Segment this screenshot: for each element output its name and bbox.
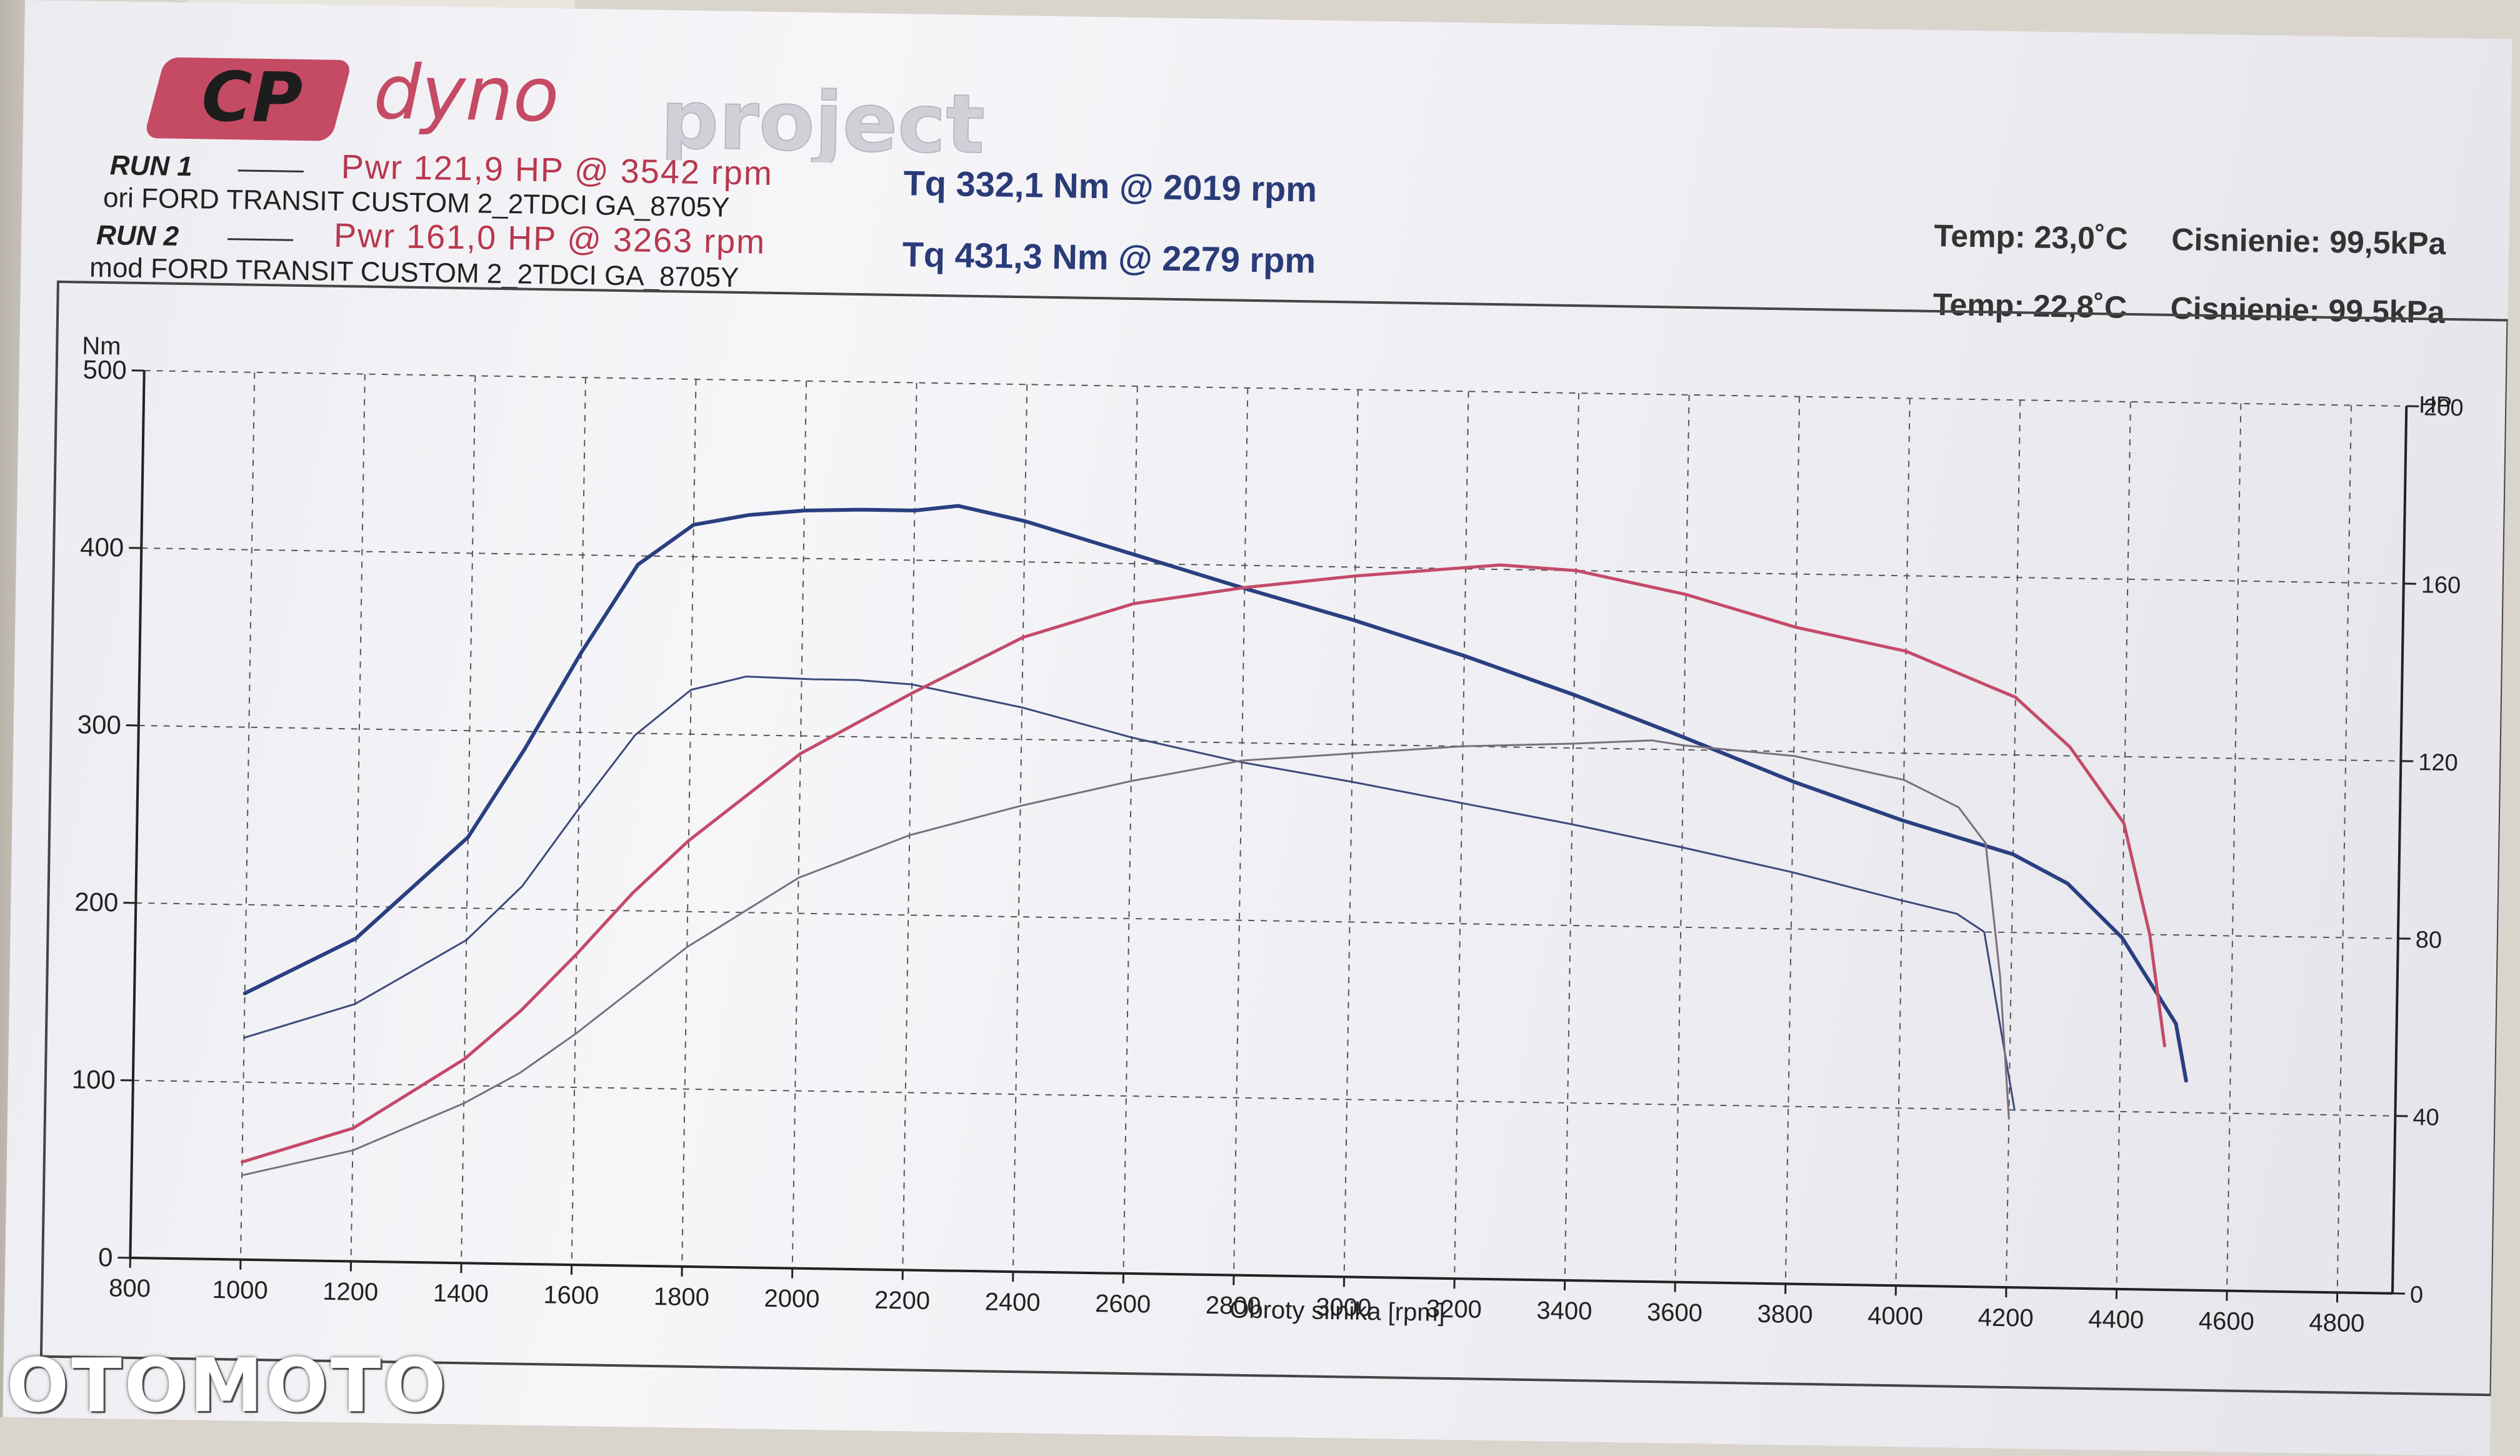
- grid-line-horizontal: [136, 903, 2398, 939]
- y-left-tick-label: 400: [80, 532, 124, 562]
- x-tick-label: 4600: [2199, 1307, 2255, 1335]
- otomoto-watermark: OTOMOTO: [6, 1342, 449, 1429]
- run1-torque-line: [243, 669, 2021, 1110]
- grid-line-vertical: [2006, 400, 2020, 1287]
- x-tick-label: 2000: [764, 1285, 820, 1313]
- grid-line-vertical: [1786, 397, 1799, 1284]
- y-right-tick-label: 0: [2410, 1282, 2424, 1308]
- x-tick-label: 1600: [543, 1281, 599, 1309]
- x-tick-label: 800: [109, 1274, 151, 1302]
- chart-frame: [41, 282, 2508, 1395]
- chart-series: [242, 495, 2195, 1206]
- x-tick-label: 4200: [1978, 1304, 2034, 1332]
- x-tick-label: 3600: [1647, 1299, 1703, 1327]
- grid-line-vertical: [792, 381, 806, 1269]
- grid-line-vertical: [1344, 390, 1358, 1277]
- y-left-tick-label: 300: [77, 709, 121, 739]
- x-tick-label: 3800: [1757, 1300, 1813, 1329]
- x-tick-label: 1200: [322, 1278, 379, 1306]
- run1-power-line: [242, 719, 2015, 1204]
- y-right-tick-label: 120: [2418, 749, 2458, 776]
- grid-line-vertical: [241, 372, 254, 1260]
- y-left-tick-label: 0: [98, 1242, 113, 1272]
- x-tick-label: 4800: [2309, 1309, 2365, 1337]
- grid-line-vertical: [682, 379, 696, 1267]
- grid-line-vertical: [2227, 404, 2241, 1291]
- grid-line-vertical: [1675, 395, 1689, 1282]
- y-right-tick-label: 80: [2416, 927, 2442, 954]
- y-axis-right: [2392, 406, 2406, 1294]
- x-tick-label: 1800: [654, 1283, 710, 1311]
- x-tick-label: 1000: [212, 1276, 268, 1304]
- run2-power-line: [242, 546, 2172, 1192]
- grid-line-horizontal: [139, 726, 2401, 761]
- y-right-tick-label: 40: [2412, 1104, 2439, 1131]
- x-tick-label: 4400: [2088, 1305, 2144, 1334]
- y-right-tick-label: 160: [2421, 572, 2461, 599]
- grid-line-vertical: [902, 382, 916, 1270]
- x-tick-label: 2400: [984, 1288, 1041, 1316]
- y-axis-left-label: Nm: [82, 332, 121, 361]
- grid-line-vertical: [1896, 398, 1909, 1285]
- y-axis-left: [130, 371, 144, 1258]
- x-tick-label: 3400: [1536, 1297, 1592, 1325]
- grid-line-horizontal: [141, 548, 2404, 584]
- x-tick-label: 1400: [432, 1280, 489, 1308]
- grid-line-vertical: [461, 376, 475, 1263]
- y-left-tick-label: 200: [74, 887, 119, 917]
- x-axis-label: Obroty silnika [rpm]: [1229, 1296, 1445, 1327]
- grid-line-horizontal: [144, 371, 2407, 406]
- grid-line-vertical: [572, 377, 586, 1265]
- y-left-tick-label: 100: [71, 1064, 116, 1094]
- grid-line-vertical: [1234, 388, 1248, 1275]
- grid-line-vertical: [2338, 406, 2351, 1293]
- y-axis-right-label: HP: [2419, 392, 2452, 419]
- grid-line-vertical: [1565, 393, 1579, 1280]
- x-tick-label: 4000: [1868, 1302, 1924, 1330]
- x-tick-label: 2600: [1095, 1290, 1151, 1318]
- grid-line-vertical: [1454, 391, 1468, 1279]
- x-tick-label: 2200: [874, 1287, 931, 1315]
- grid-line-vertical: [1123, 386, 1137, 1274]
